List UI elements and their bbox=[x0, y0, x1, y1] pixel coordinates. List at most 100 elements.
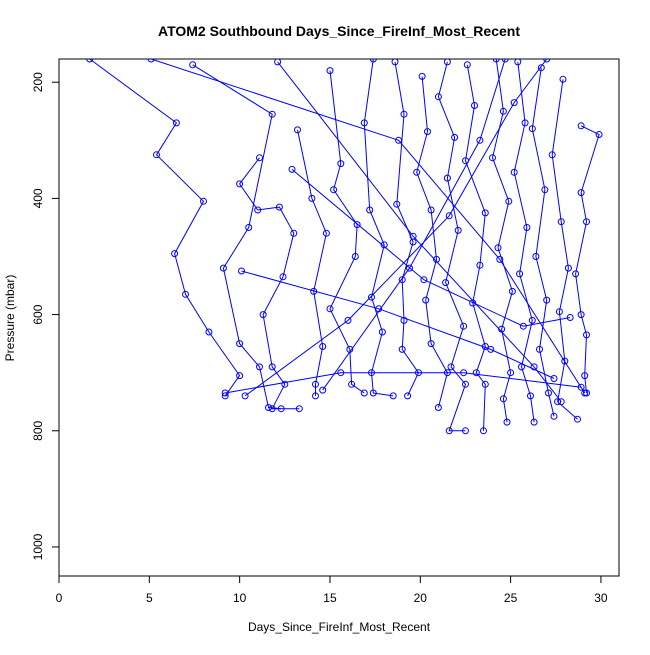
axis-layer: 0 5 10 15 20 25 30 200 400 600 800 1000 bbox=[31, 72, 608, 605]
data-point bbox=[503, 418, 511, 426]
series-12 bbox=[528, 64, 558, 420]
data-point bbox=[462, 427, 469, 435]
data-point bbox=[268, 405, 276, 413]
series-line bbox=[437, 61, 467, 432]
series-14 bbox=[572, 122, 603, 397]
data-point bbox=[572, 270, 580, 278]
data-point bbox=[245, 224, 253, 231]
data-point bbox=[256, 154, 263, 162]
series-2 bbox=[236, 154, 303, 413]
data-point bbox=[454, 226, 462, 234]
data-point bbox=[294, 126, 301, 134]
data-point bbox=[182, 290, 189, 298]
series-13 bbox=[548, 75, 581, 423]
data-point bbox=[505, 197, 513, 205]
series-1 bbox=[189, 61, 285, 413]
data-point bbox=[472, 369, 480, 377]
series-line bbox=[192, 64, 282, 410]
data-point bbox=[462, 380, 469, 388]
data-point bbox=[489, 154, 496, 162]
series-20 bbox=[238, 267, 558, 382]
data-point bbox=[205, 328, 213, 336]
series-line bbox=[531, 67, 555, 417]
data-point bbox=[476, 136, 484, 144]
data-point bbox=[564, 264, 572, 272]
data-point bbox=[595, 131, 603, 138]
data-point bbox=[337, 160, 345, 168]
x-tick-label: 5 bbox=[146, 591, 153, 605]
data-point bbox=[574, 415, 581, 423]
data-point bbox=[510, 99, 518, 107]
data-point bbox=[395, 136, 403, 144]
y-tick-label: 800 bbox=[31, 420, 45, 440]
data-point bbox=[536, 345, 543, 353]
data-point bbox=[532, 253, 540, 260]
data-point bbox=[577, 189, 585, 197]
series-18 bbox=[319, 59, 509, 394]
data-point bbox=[516, 270, 524, 278]
data-point bbox=[147, 59, 155, 63]
data-point bbox=[559, 75, 567, 83]
data-point bbox=[275, 203, 283, 211]
data-point bbox=[360, 389, 368, 397]
data-point bbox=[189, 61, 197, 69]
series-10 bbox=[489, 59, 516, 426]
data-point bbox=[434, 404, 442, 411]
data-point bbox=[344, 316, 352, 324]
data-point bbox=[153, 151, 160, 159]
x-tick-label: 10 bbox=[233, 591, 247, 605]
data-point bbox=[447, 363, 455, 371]
data-point bbox=[369, 59, 377, 63]
series-11 bbox=[510, 59, 538, 426]
data-point bbox=[295, 405, 303, 413]
data-point bbox=[330, 186, 338, 194]
data-point bbox=[501, 59, 509, 63]
data-point bbox=[481, 380, 489, 388]
data-point bbox=[389, 392, 397, 400]
data-point bbox=[434, 93, 442, 101]
y-axis-label: Pressure (mbar) bbox=[3, 275, 17, 362]
data-point bbox=[537, 64, 545, 72]
data-point bbox=[378, 328, 386, 336]
data-point bbox=[420, 276, 428, 284]
data-point bbox=[508, 287, 516, 295]
data-point bbox=[375, 305, 383, 313]
data-point bbox=[528, 316, 536, 324]
data-point bbox=[521, 119, 529, 127]
data-point bbox=[445, 212, 453, 220]
data-point bbox=[541, 186, 549, 194]
data-point bbox=[566, 314, 574, 321]
data-point bbox=[366, 206, 374, 214]
data-point bbox=[561, 357, 569, 365]
data-point bbox=[236, 372, 244, 380]
series-line bbox=[464, 64, 486, 431]
data-point bbox=[86, 59, 94, 63]
data-point bbox=[476, 261, 484, 269]
data-point bbox=[404, 392, 412, 400]
data-point bbox=[290, 229, 298, 237]
data-point bbox=[510, 168, 518, 176]
series-21 bbox=[288, 165, 574, 330]
data-point bbox=[337, 369, 345, 377]
series-16 bbox=[241, 59, 551, 400]
data-point bbox=[463, 61, 471, 69]
data-point bbox=[236, 180, 244, 188]
data-point bbox=[499, 107, 507, 115]
data-point bbox=[543, 59, 551, 63]
series-line bbox=[551, 79, 578, 420]
data-point bbox=[577, 311, 585, 319]
data-point bbox=[265, 404, 272, 411]
data-point bbox=[319, 343, 327, 350]
data-point bbox=[308, 194, 316, 202]
data-point bbox=[348, 380, 356, 388]
data-point bbox=[424, 128, 431, 136]
series-line bbox=[241, 270, 555, 379]
x-tick-label: 0 bbox=[56, 591, 63, 605]
data-point bbox=[200, 197, 207, 205]
series-line bbox=[150, 59, 586, 394]
data-point bbox=[312, 380, 319, 388]
data-point bbox=[172, 119, 180, 127]
series-7 bbox=[413, 72, 451, 411]
data-point bbox=[528, 125, 536, 133]
data-point bbox=[583, 331, 590, 339]
